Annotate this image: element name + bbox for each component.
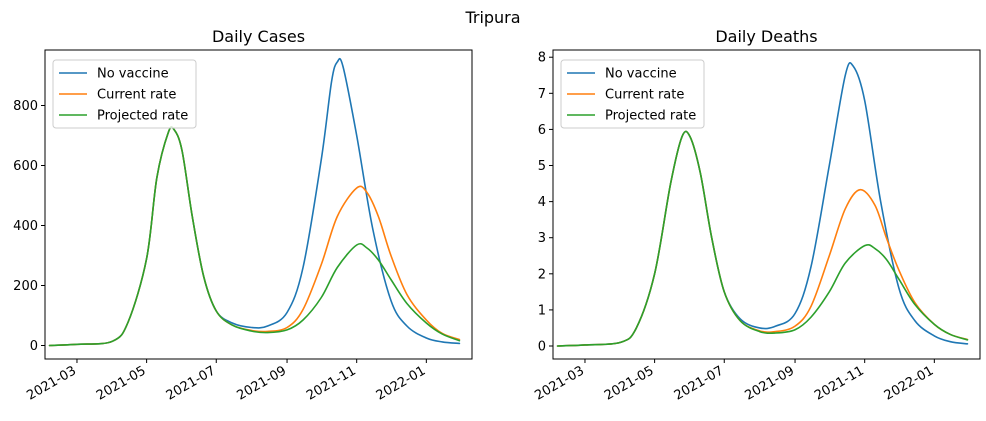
daily-deaths-ytick-label: 2 [538,267,546,282]
daily-deaths-legend-label-projected-rate: Projected rate [605,109,696,124]
daily-deaths-ytick-label: 3 [538,231,546,246]
daily-cases-legend-label-no-vaccine: No vaccine [97,67,169,82]
daily-deaths-axes-frame [552,49,981,360]
daily-deaths-ytick-label: 4 [538,195,546,210]
daily-deaths-ytick-label: 0 [538,340,546,355]
daily-cases-series-group [48,57,461,347]
daily-deaths-legend-label-no-vaccine: No vaccine [605,67,677,82]
daily-cases-ytick-label: 400 [13,219,38,234]
figure-suptitle: Tripura [464,8,520,27]
daily-deaths-title: Daily Deaths [715,27,817,46]
daily-cases-legend: No vaccine Current rate Projected rate [52,59,197,129]
daily-cases-legend-box [52,59,197,129]
daily-deaths-ytick-label: 6 [538,123,546,138]
daily-deaths-ytick-label: 5 [538,159,546,174]
daily-deaths-ytick-label: 1 [538,303,546,318]
daily-cases-title: Daily Cases [212,27,305,46]
daily-deaths-line-projected-rate [556,130,969,347]
daily-deaths-legend-label-current-rate: Current rate [605,88,684,103]
daily-cases-ytick-label: 800 [13,99,38,114]
daily-cases-legend-label-projected-rate: Projected rate [97,109,188,124]
daily-deaths-ytick-label: 8 [538,51,546,66]
daily-cases-ytick-label: 0 [30,339,38,354]
daily-cases-line-projected-rate [48,126,461,347]
daily-cases-axes-frame [44,49,473,360]
daily-cases-ytick-label: 600 [13,159,38,174]
daily-deaths-series-group [556,62,969,347]
daily-cases-legend-label-current-rate: Current rate [97,88,176,103]
daily-deaths-ytick-label: 7 [538,87,546,102]
daily-deaths-legend-box [560,59,705,129]
daily-deaths-legend: No vaccine Current rate Projected rate [560,59,705,129]
daily-cases-ytick-label: 200 [13,279,38,294]
